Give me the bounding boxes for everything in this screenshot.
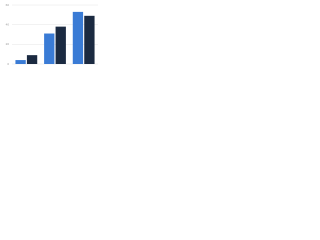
y-tick-label: 60 [6,3,10,7]
bar [84,15,95,65]
y-tick-label: 20 [6,42,10,46]
bar [26,55,38,64]
bar [15,60,26,64]
y-tick-label: 0 [7,62,9,66]
chart: 0 20 40 60 [6,3,98,66]
bar [44,33,55,64]
y-tick-label: 40 [6,22,10,26]
bar [72,11,84,65]
bar [55,26,66,65]
